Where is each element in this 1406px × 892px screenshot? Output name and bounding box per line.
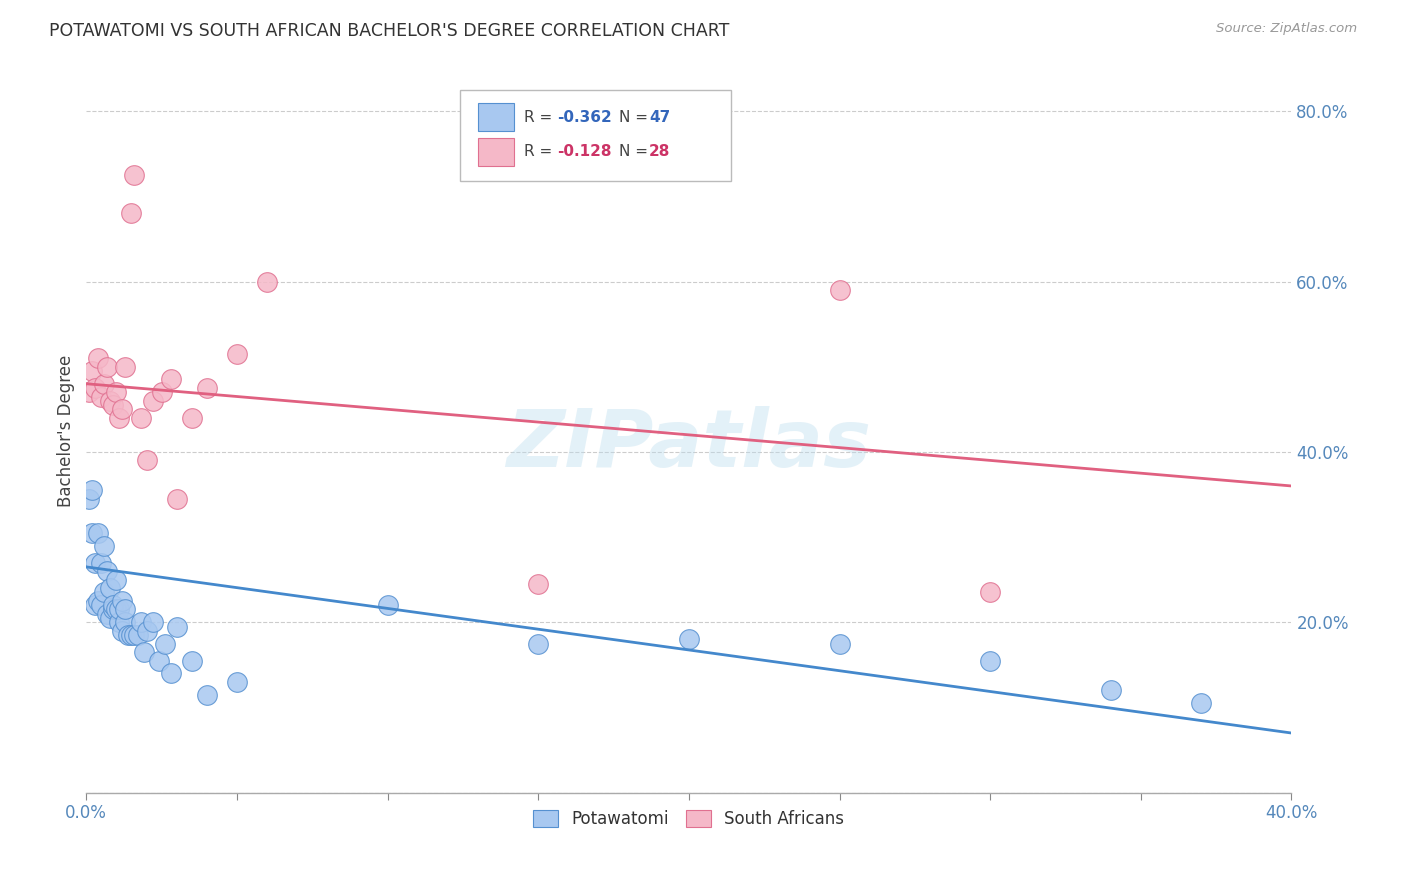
Point [180, 410, 202, 425]
Point [1189, 696, 1212, 710]
Point [124, 168, 146, 182]
Point [108, 602, 131, 616]
Text: R =: R = [524, 110, 557, 125]
Point [159, 372, 181, 386]
Text: R =: R = [524, 145, 557, 160]
Point [121, 628, 143, 642]
Text: -0.362: -0.362 [558, 110, 612, 125]
Point [114, 602, 136, 616]
Point [124, 628, 146, 642]
Point [84, 556, 107, 570]
Point [195, 381, 218, 395]
Point [132, 645, 155, 659]
Point [96, 359, 118, 374]
Point [148, 654, 170, 668]
Point [256, 275, 278, 289]
Point [90, 556, 112, 570]
Point [87, 594, 110, 608]
Point [527, 636, 550, 650]
Point [527, 577, 550, 591]
Text: 47: 47 [650, 110, 671, 125]
Point [100, 581, 122, 595]
Point [127, 628, 149, 642]
Text: -0.128: -0.128 [558, 145, 612, 160]
Point [142, 615, 165, 630]
Point [142, 393, 165, 408]
Point [1099, 683, 1122, 698]
Point [111, 624, 134, 638]
Point [111, 402, 134, 417]
Text: POTAWATOMI VS SOUTH AFRICAN BACHELOR'S DEGREE CORRELATION CHART: POTAWATOMI VS SOUTH AFRICAN BACHELOR'S D… [49, 22, 730, 40]
Point [153, 636, 176, 650]
Legend: Potawatomi, South Africans: Potawatomi, South Africans [527, 804, 851, 835]
Text: Source: ZipAtlas.com: Source: ZipAtlas.com [1216, 22, 1357, 36]
Point [93, 376, 115, 391]
Point [84, 381, 107, 395]
Point [100, 611, 122, 625]
Point [79, 491, 101, 506]
Point [129, 615, 152, 630]
Point [117, 628, 139, 642]
Point [103, 599, 125, 613]
Point [87, 351, 110, 366]
Point [103, 602, 125, 616]
Point [87, 525, 110, 540]
Point [129, 410, 152, 425]
FancyBboxPatch shape [460, 90, 731, 181]
FancyBboxPatch shape [478, 138, 515, 166]
Point [159, 666, 181, 681]
Point [111, 594, 134, 608]
Point [93, 539, 115, 553]
Point [114, 359, 136, 374]
Point [135, 624, 157, 638]
FancyBboxPatch shape [478, 103, 515, 131]
Point [90, 390, 112, 404]
Point [979, 585, 1001, 599]
Point [979, 654, 1001, 668]
Point [108, 410, 131, 425]
Y-axis label: Bachelor's Degree: Bachelor's Degree [58, 354, 75, 507]
Point [828, 636, 851, 650]
Point [90, 599, 112, 613]
Point [135, 453, 157, 467]
Point [105, 573, 128, 587]
Point [96, 607, 118, 621]
Point [226, 674, 249, 689]
Point [82, 525, 104, 540]
Point [377, 599, 399, 613]
Point [100, 393, 122, 408]
Point [105, 602, 128, 616]
Point [84, 599, 107, 613]
Point [828, 283, 851, 297]
Point [226, 347, 249, 361]
Point [150, 385, 173, 400]
Point [166, 619, 188, 633]
Point [180, 654, 202, 668]
Point [108, 615, 131, 630]
Point [114, 615, 136, 630]
Point [79, 385, 101, 400]
Point [103, 398, 125, 412]
Point [93, 585, 115, 599]
Point [678, 632, 700, 647]
Point [82, 364, 104, 378]
Point [195, 688, 218, 702]
Text: ZIPatlas: ZIPatlas [506, 406, 872, 484]
Point [121, 206, 143, 220]
Point [96, 564, 118, 578]
Text: N =: N = [619, 110, 652, 125]
Point [166, 491, 188, 506]
Point [105, 385, 128, 400]
Point [82, 483, 104, 498]
Text: 28: 28 [650, 145, 671, 160]
Text: N =: N = [619, 145, 652, 160]
